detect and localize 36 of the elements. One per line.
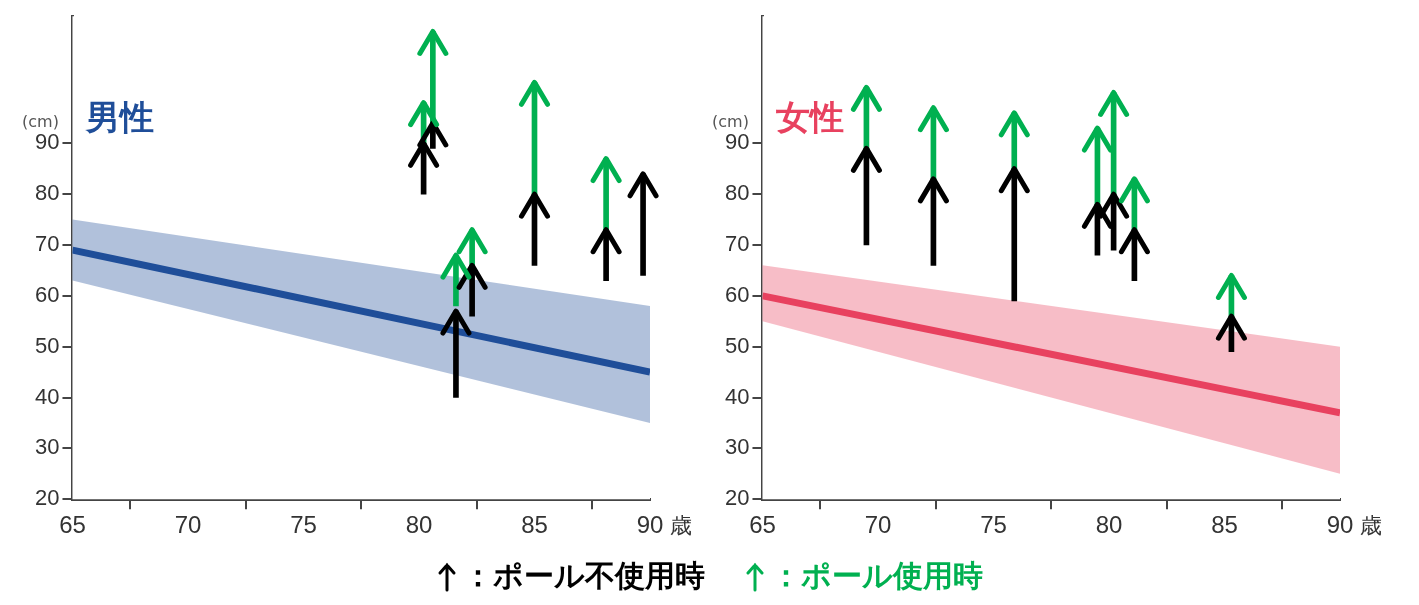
y-tick-label: 50 — [724, 332, 750, 358]
x-tick-label: 70 — [174, 511, 202, 539]
y-tick-label: 20 — [34, 485, 60, 511]
legend-label: ：ポール不使用時 — [462, 557, 705, 595]
x-tick-label: 80 — [405, 511, 433, 539]
y-tick-label: 30 — [724, 434, 750, 460]
y-tick-label: 20 — [724, 485, 750, 511]
x-tick-label: 80 — [1095, 511, 1123, 539]
x-tick-label: 90 — [1326, 511, 1354, 539]
y-tick-label: 40 — [34, 383, 60, 409]
text: 女性 — [775, 97, 844, 138]
x-tick-label: 85 — [1211, 511, 1238, 539]
y-tick-label: 40 — [724, 383, 750, 409]
x-tick-label: 75 — [980, 511, 1007, 539]
x-tick-label: 85 — [521, 511, 548, 539]
x-tick-label: 70 — [864, 511, 892, 539]
y-tick-label: 90 — [724, 129, 750, 155]
y-tick-label: 60 — [724, 281, 750, 307]
y-tick-label: 60 — [34, 281, 60, 307]
text: 男性 — [85, 97, 154, 138]
y-axis-title: (cm) — [712, 112, 749, 132]
x-axis-title: 歳 — [670, 513, 692, 539]
x-axis-title: 歳 — [1360, 513, 1382, 539]
legend-label: ：ポール使用時 — [770, 557, 983, 595]
x-tick-label: 65 — [59, 511, 86, 539]
y-tick-label: 70 — [724, 231, 750, 257]
x-tick-label: 75 — [290, 511, 317, 539]
x-tick-label: 90 — [636, 511, 664, 539]
y-tick-label: 80 — [724, 180, 750, 206]
y-tick-label: 50 — [34, 332, 60, 358]
x-tick-label: 65 — [749, 511, 776, 539]
y-tick-label: 30 — [34, 434, 60, 460]
y-tick-label: 90 — [34, 129, 60, 155]
y-tick-label: 80 — [34, 180, 60, 206]
y-axis-title: (cm) — [22, 112, 59, 132]
y-tick-label: 70 — [34, 231, 60, 257]
